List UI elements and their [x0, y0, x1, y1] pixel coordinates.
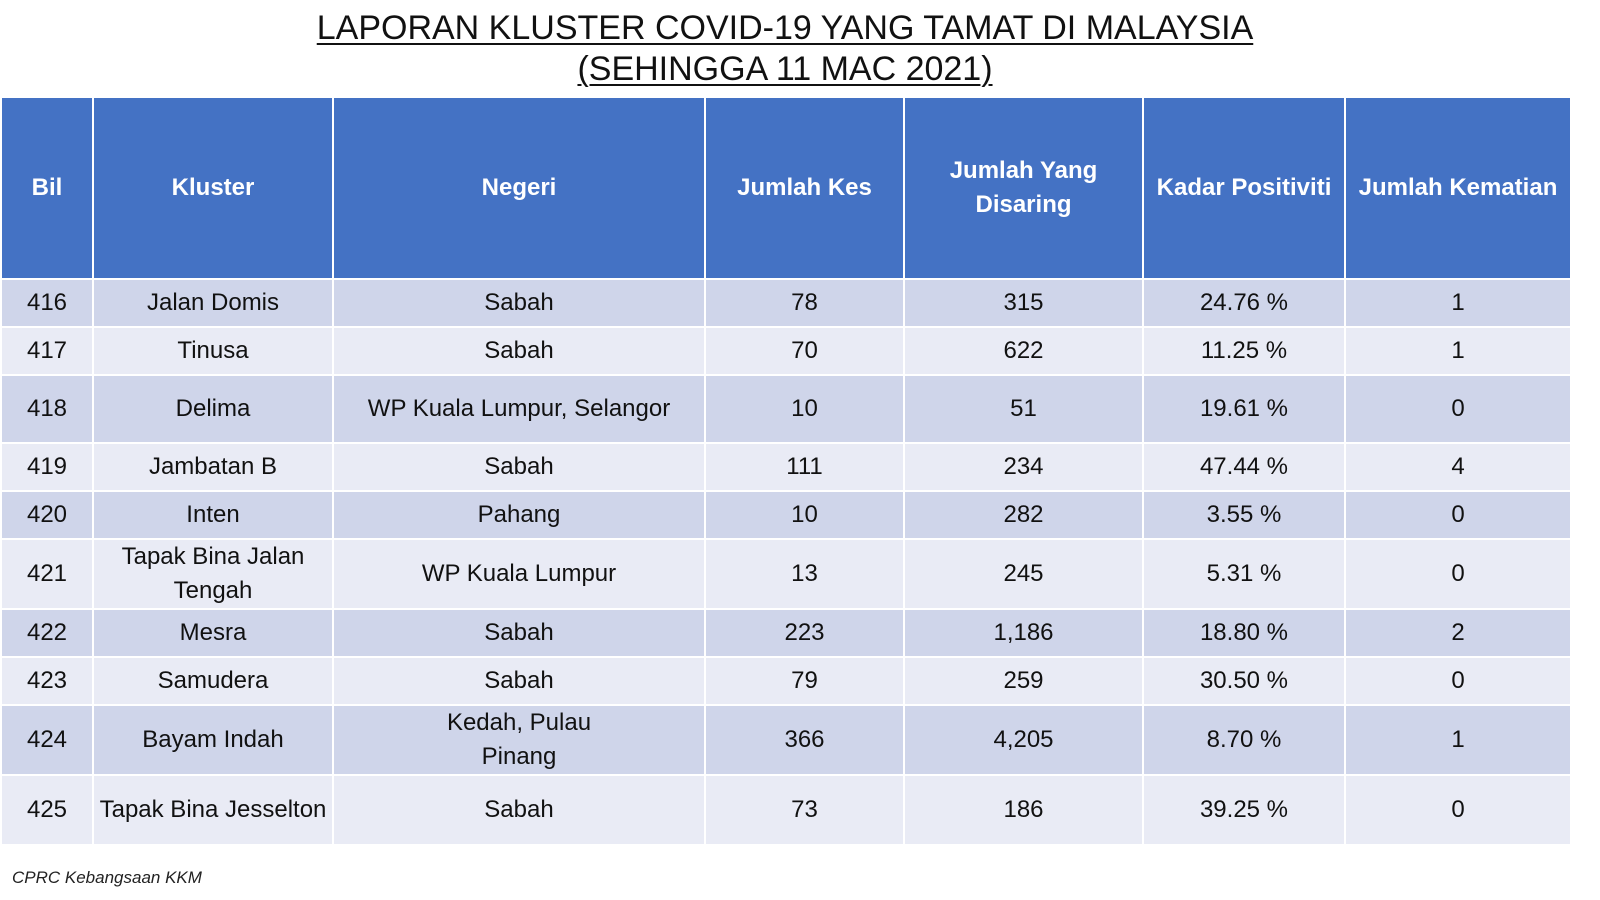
cell-negeri: Kedah, Pulau Pinang: [332, 704, 706, 776]
cell-bil: 417: [0, 326, 94, 376]
cell-kadar-positiviti: 47.44 %: [1142, 442, 1346, 492]
cell-bil: 419: [0, 442, 94, 492]
cell-negeri: Sabah: [332, 442, 706, 492]
table-row: 421 Tapak Bina Jalan Tengah WP Kuala Lum…: [0, 538, 1572, 610]
cell-kluster: Delima: [92, 374, 334, 444]
cell-kluster: Inten: [92, 490, 334, 540]
source-note: CPRC Kebangsaan KKM: [12, 868, 202, 887]
cell-kadar-positiviti: 19.61 %: [1142, 374, 1346, 444]
cell-jumlah-kematian: 0: [1344, 538, 1572, 610]
cell-kluster: Bayam Indah: [92, 704, 334, 776]
cell-jumlah-kematian: 0: [1344, 490, 1572, 540]
cell-negeri: WP Kuala Lumpur, Selangor: [332, 374, 706, 444]
cluster-table: Bil Kluster Negeri Jumlah Kes Jumlah Yan…: [0, 96, 1572, 846]
cell-kadar-positiviti: 3.55 %: [1142, 490, 1346, 540]
cell-bil: 425: [0, 774, 94, 846]
cell-jumlah-disaring: 315: [903, 278, 1144, 328]
cell-kadar-positiviti: 5.31 %: [1142, 538, 1346, 610]
table-row: 420 Inten Pahang 10 282 3.55 % 0: [0, 490, 1572, 540]
header-kadar-positiviti: Kadar Positiviti: [1142, 96, 1346, 280]
cell-jumlah-kes: 366: [704, 704, 905, 776]
cell-bil: 420: [0, 490, 94, 540]
cell-negeri: Sabah: [332, 278, 706, 328]
cell-kadar-positiviti: 8.70 %: [1142, 704, 1346, 776]
header-jumlah-kematian: Jumlah Kematian: [1344, 96, 1572, 280]
cell-jumlah-kes: 10: [704, 490, 905, 540]
table-row: 416 Jalan Domis Sabah 78 315 24.76 % 1: [0, 278, 1572, 328]
header-kluster: Kluster: [92, 96, 334, 280]
header-jumlah-disaring: Jumlah Yang Disaring: [903, 96, 1144, 280]
cell-kluster: Tapak Bina Jalan Tengah: [92, 538, 334, 610]
cell-jumlah-kematian: 0: [1344, 374, 1572, 444]
cell-kluster: Samudera: [92, 656, 334, 706]
cell-jumlah-disaring: 259: [903, 656, 1144, 706]
cell-jumlah-kes: 79: [704, 656, 905, 706]
cell-negeri: Sabah: [332, 774, 706, 846]
header-jumlah-kes: Jumlah Kes: [704, 96, 905, 280]
cell-jumlah-disaring: 1,186: [903, 608, 1144, 658]
cell-jumlah-disaring: 622: [903, 326, 1144, 376]
header-row: Bil Kluster Negeri Jumlah Kes Jumlah Yan…: [0, 96, 1572, 280]
cell-kluster: Mesra: [92, 608, 334, 658]
cell-kluster: Jalan Domis: [92, 278, 334, 328]
cell-jumlah-disaring: 4,205: [903, 704, 1144, 776]
cell-jumlah-kematian: 2: [1344, 608, 1572, 658]
cell-bil: 422: [0, 608, 94, 658]
cell-jumlah-disaring: 282: [903, 490, 1144, 540]
cell-kadar-positiviti: 24.76 %: [1142, 278, 1346, 328]
cell-jumlah-kematian: 1: [1344, 704, 1572, 776]
table-row: 417 Tinusa Sabah 70 622 11.25 % 1: [0, 326, 1572, 376]
cell-jumlah-kematian: 0: [1344, 774, 1572, 846]
cell-jumlah-kes: 10: [704, 374, 905, 444]
cell-jumlah-disaring: 186: [903, 774, 1144, 846]
cell-negeri: WP Kuala Lumpur: [332, 538, 706, 610]
cell-bil: 423: [0, 656, 94, 706]
table-row: 422 Mesra Sabah 223 1,186 18.80 % 2: [0, 608, 1572, 658]
cell-jumlah-kes: 223: [704, 608, 905, 658]
cell-bil: 416: [0, 278, 94, 328]
cell-kluster: Jambatan B: [92, 442, 334, 492]
table-row: 418 Delima WP Kuala Lumpur, Selangor 10 …: [0, 374, 1572, 444]
cell-negeri: Pahang: [332, 490, 706, 540]
cell-kadar-positiviti: 18.80 %: [1142, 608, 1346, 658]
cell-jumlah-kematian: 0: [1344, 656, 1572, 706]
title-line-1: LAPORAN KLUSTER COVID-19 YANG TAMAT DI M…: [316, 9, 1254, 47]
cell-jumlah-disaring: 245: [903, 538, 1144, 610]
cell-kadar-positiviti: 30.50 %: [1142, 656, 1346, 706]
table-row: 424 Bayam Indah Kedah, Pulau Pinang 366 …: [0, 704, 1572, 776]
cell-jumlah-disaring: 51: [903, 374, 1144, 444]
cell-negeri: Sabah: [332, 608, 706, 658]
table-row: 419 Jambatan B Sabah 111 234 47.44 % 4: [0, 442, 1572, 492]
report-title: LAPORAN KLUSTER COVID-19 YANG TAMAT DI M…: [0, 8, 1570, 90]
cell-jumlah-kematian: 4: [1344, 442, 1572, 492]
cell-kluster: Tinusa: [92, 326, 334, 376]
cell-bil: 418: [0, 374, 94, 444]
header-negeri: Negeri: [332, 96, 706, 280]
cell-jumlah-disaring: 234: [903, 442, 1144, 492]
header-bil: Bil: [0, 96, 94, 280]
cell-bil: 424: [0, 704, 94, 776]
cell-bil: 421: [0, 538, 94, 610]
cell-jumlah-kes: 70: [704, 326, 905, 376]
table-row: 423 Samudera Sabah 79 259 30.50 % 0: [0, 656, 1572, 706]
cell-jumlah-kematian: 1: [1344, 278, 1572, 328]
table-row: 425 Tapak Bina Jesselton Sabah 73 186 39…: [0, 774, 1572, 846]
cell-kadar-positiviti: 39.25 %: [1142, 774, 1346, 846]
cell-kadar-positiviti: 11.25 %: [1142, 326, 1346, 376]
cell-jumlah-kes: 73: [704, 774, 905, 846]
cell-jumlah-kes: 111: [704, 442, 905, 492]
cell-negeri: Sabah: [332, 326, 706, 376]
cell-kluster: Tapak Bina Jesselton: [92, 774, 334, 846]
cell-jumlah-kematian: 1: [1344, 326, 1572, 376]
title-line-2: (SEHINGGA 11 MAC 2021): [577, 50, 993, 88]
cell-jumlah-kes: 13: [704, 538, 905, 610]
cell-negeri: Sabah: [332, 656, 706, 706]
cell-jumlah-kes: 78: [704, 278, 905, 328]
